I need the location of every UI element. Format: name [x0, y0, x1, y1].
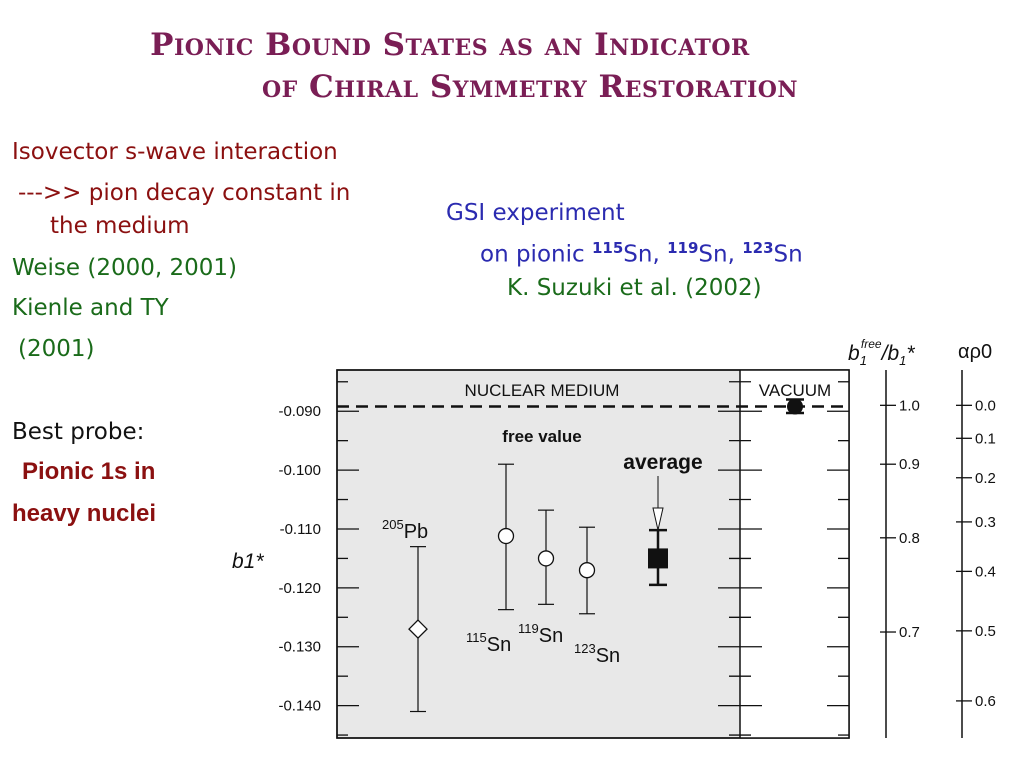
marker-diamond — [408, 619, 428, 639]
data-point-vacuum — [786, 398, 804, 415]
left-text-isovector: Isovector s-wave interaction — [12, 139, 338, 165]
left-text-weise: Weise (2000, 2001) — [12, 255, 238, 281]
data-point-average — [648, 528, 668, 587]
left-text-medium: the medium — [50, 213, 190, 239]
marker-square — [648, 548, 668, 569]
isotope-mass: 115 — [466, 630, 487, 645]
gsi-pionic-line: on pionic 115Sn, 119Sn, 123Sn — [480, 234, 803, 269]
left-text-kienle: Kienle and TY — [12, 295, 169, 321]
isotope-element: Sn — [487, 634, 511, 656]
axis-tick-label: 0.6 — [975, 693, 996, 710]
free-value-label: free value — [502, 427, 581, 446]
marker-circle — [578, 562, 596, 579]
gsi-element-2: Sn, — [698, 241, 743, 268]
slide-title-line1: Pionic Bound States as an Indicator — [150, 27, 750, 63]
gsi-experiment-text: GSI experiment — [446, 200, 625, 226]
axis-tick-label: 0.2 — [975, 470, 996, 487]
isotope-label-205Pb: 205Pb — [382, 517, 428, 543]
average-arrow — [652, 476, 664, 531]
data-point-123Sn — [578, 526, 596, 615]
axis2-label-b: b — [848, 342, 860, 365]
axis-tick-label: 0.8 — [899, 530, 920, 547]
y-tick-label: -0.140 — [278, 698, 321, 715]
data-point-205Pb — [408, 546, 428, 713]
axis-tick-label: 0.7 — [899, 624, 920, 641]
y-tick-label: -0.110 — [280, 521, 321, 538]
left-text-pion-decay: --->> pion decay constant in — [18, 180, 351, 206]
gsi-mass-123: 123 — [742, 239, 774, 257]
axis-tick-label: 0.5 — [975, 623, 996, 640]
isotope-element: Sn — [539, 625, 563, 647]
y-tick-label: -0.090 — [278, 403, 321, 420]
axis2-label-tail: /b — [880, 342, 900, 365]
gsi-element-3: Sn — [773, 241, 803, 268]
isotope-label-115Sn: 115Sn — [466, 630, 511, 656]
gsi-reference: K. Suzuki et al. (2002) — [507, 275, 762, 301]
data-point-119Sn — [537, 509, 555, 605]
average-label: average — [623, 451, 702, 474]
axis3-label: αρ0 — [958, 341, 992, 363]
axis-tick-label: 0.3 — [975, 514, 996, 531]
gsi-mass-119: 119 — [667, 239, 699, 257]
axis2-label-tail-sub: 1 — [899, 353, 906, 368]
b1-ratio-axis: 1.0 0.9 0.8 0.7 — [880, 370, 920, 738]
region-label-nuclear-medium: NUCLEAR MEDIUM — [465, 381, 620, 400]
isotope-mass: 119 — [518, 621, 539, 636]
axis-tick-label: 0.4 — [975, 563, 996, 580]
gsi-pionic-prefix: on pionic — [480, 241, 592, 268]
axis2-label-sub: 1 — [860, 353, 867, 368]
y-axis-label-text: b1* — [232, 550, 264, 573]
marker-circle — [537, 550, 555, 567]
isotope-label-123Sn: 123Sn — [574, 641, 620, 667]
y-tick-label: -0.130 — [278, 639, 321, 656]
axis-tick-label: 1.0 — [899, 397, 920, 414]
data-point-115Sn — [497, 463, 515, 611]
vacuum-region — [740, 370, 849, 738]
isotope-label-119Sn: 119Sn — [518, 621, 563, 647]
marker-circle — [497, 527, 515, 545]
left-text-heavy-nuclei: heavy nuclei — [12, 500, 157, 527]
left-text-pionic-1s: Pionic 1s in — [22, 458, 156, 485]
left-text-best-probe: Best probe: — [12, 419, 145, 445]
isotope-mass: 123 — [574, 641, 596, 656]
axis-tick-label: 0.9 — [899, 456, 920, 473]
isotope-mass: 205 — [382, 517, 404, 532]
isotope-element: Sn — [596, 645, 620, 667]
alpha-rho-axis: 0.0 0.1 0.2 0.3 0.4 0.5 0.6 — [956, 370, 996, 738]
y-axis: -0.090 -0.100 -0.110 -0.120 -0.130 -0.140 — [278, 381, 849, 736]
axis2-label-sup: free — [861, 337, 882, 351]
region-label-vacuum: VACUUM — [759, 381, 831, 400]
axis-tick-label: 0.0 — [975, 397, 996, 414]
left-text-2001: (2001) — [18, 336, 95, 362]
plot-border — [336, 369, 850, 739]
gsi-mass-115: 115 — [591, 239, 624, 257]
axis-tick-label: 0.1 — [975, 430, 996, 447]
slide-title-line2: of Chiral Symmetry Restoration — [261, 69, 799, 105]
y-tick-label: -0.100 — [278, 462, 321, 479]
axis2-label-star: * — [906, 342, 915, 365]
y-tick-label: -0.120 — [278, 580, 321, 597]
y-axis-label: b1* — [232, 550, 264, 573]
isotope-element: Pb — [404, 521, 428, 543]
marker-filled-circle — [787, 398, 803, 415]
axis2-label: b1free/b1* — [848, 337, 915, 368]
gsi-element-1: Sn, — [623, 241, 668, 268]
